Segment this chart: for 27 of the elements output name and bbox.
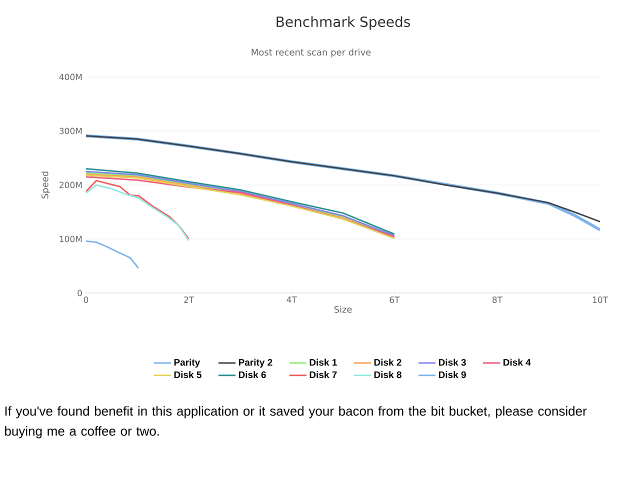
legend-label: Disk 8 <box>374 371 402 378</box>
y-tick-label: 100M <box>60 236 82 242</box>
y-tick-label: 0 <box>78 290 82 296</box>
x-tick-label: 8T <box>492 296 503 303</box>
y-tick-label: 300M <box>60 128 82 134</box>
x-tick-label: 6T <box>390 296 400 303</box>
chart-title: Benchmark Speeds <box>276 16 410 30</box>
x-tick-label: 0 <box>84 296 88 303</box>
x-tick-label: 2T <box>184 296 194 303</box>
x-tick-label: 4T <box>286 296 297 303</box>
legend-label: Parity <box>174 358 200 368</box>
legend-label: Parity 2 <box>238 358 272 368</box>
y-tick-label: 400M <box>59 74 82 80</box>
legend-label: Disk 9 <box>438 371 466 378</box>
legend-label: Disk 2 <box>374 358 402 366</box>
x-tick-label: 10T <box>592 296 608 303</box>
legend-label: Disk 1 <box>310 358 337 366</box>
legend-label: Disk 6 <box>238 371 266 378</box>
legend-label: Disk 3 <box>438 358 466 366</box>
x-axis-title: Size <box>334 306 352 313</box>
text: If you've found benefit in this application or it saved your bacon from the bit bucket, please consider buying me a coffee or two. <box>5 406 587 438</box>
y-axis-title: Speed <box>41 172 50 198</box>
legend-label: Disk 4 <box>504 358 531 366</box>
y-tick-label: 200M <box>60 182 82 188</box>
chart-subtitle: Most recent scan per drive <box>252 48 371 58</box>
legend-label: Disk 5 <box>174 371 202 378</box>
legend-label: Disk 7 <box>310 371 337 378</box>
